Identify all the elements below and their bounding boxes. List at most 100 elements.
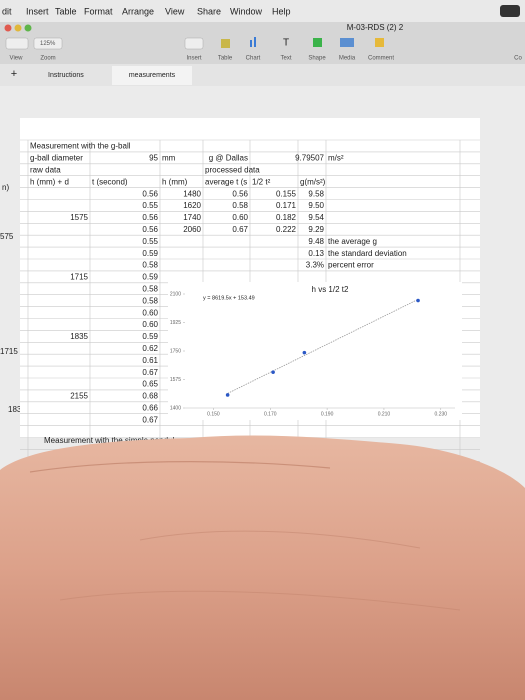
background-label: n) (2, 183, 9, 192)
add-sheet[interactable]: + (11, 68, 17, 80)
table-cell: 0.155 (276, 189, 297, 198)
y-tick-label: 1575 (170, 377, 181, 383)
chart-icon-bar (254, 37, 256, 47)
table-cell: 0.59 (142, 332, 158, 341)
hand (0, 435, 525, 700)
point (271, 370, 275, 374)
table-cell: 0.55 (142, 237, 158, 246)
table-cell: 1715 (70, 273, 88, 282)
menu-item[interactable]: Arrange (122, 6, 154, 16)
table-cell: t (second) (92, 177, 128, 186)
table-cell: 2060 (183, 225, 201, 234)
x-tick-label: 0.210 (378, 411, 391, 417)
table-cell: 0.66 (142, 403, 158, 412)
toolbar-label[interactable]: Shape (308, 56, 326, 62)
table-cell: m/s² (328, 154, 344, 163)
table-cell: 0.62 (142, 344, 158, 353)
toolbar-label[interactable]: Media (339, 56, 356, 62)
table-cell: 1740 (183, 213, 201, 222)
table-cell: 95 (149, 154, 158, 163)
minimize-button[interactable] (14, 24, 22, 32)
menu-item[interactable]: Insert (26, 6, 49, 16)
table-cell: g(m/s²) (300, 177, 326, 186)
text-icon[interactable]: T (283, 38, 289, 49)
menu-item[interactable]: Share (197, 6, 221, 16)
x-tick-label: 0.190 (321, 411, 334, 417)
table-cell: 0.60 (232, 213, 248, 222)
insert-button[interactable] (184, 37, 204, 50)
table-cell: 1/2 t² (252, 177, 271, 186)
table-cell: 0.13 (308, 249, 324, 258)
table-cell: 1835 (70, 332, 88, 341)
toolbar-label[interactable]: Zoom (40, 56, 55, 62)
table-title: Measurement with the simple pendulum (44, 436, 186, 445)
table-cell: average t (s (205, 177, 247, 186)
y-tick-label: 2100 (170, 291, 181, 297)
tab[interactable]: Instructions (48, 72, 84, 79)
hand-crease (29, 461, 331, 473)
toolbar-label[interactable]: Chart (246, 56, 261, 62)
toolbar-label[interactable]: Co (514, 56, 522, 62)
table-cell: 0.58 (142, 284, 158, 293)
toolbar-label[interactable]: View (10, 56, 24, 62)
view-button[interactable] (5, 37, 29, 50)
tab[interactable]: measurements (129, 72, 176, 79)
menu-item[interactable]: dit (2, 6, 12, 16)
zoom-value[interactable]: 125% (40, 41, 56, 47)
active-tab[interactable] (112, 66, 192, 85)
table-cell: 0.56 (142, 213, 158, 222)
table-cell: 0.61 (142, 356, 158, 365)
x-tick-label: 0.150 (207, 411, 220, 417)
table-cell: the standard deviation (328, 249, 407, 258)
table-cell: the average g (328, 237, 377, 246)
table-cell: 0.56 (232, 189, 248, 198)
zoom-button[interactable] (24, 24, 32, 32)
toolbar-label[interactable]: Table (218, 56, 233, 62)
table-cell: h (mm) (162, 177, 188, 186)
table-cell: Measurement with the g-ball (30, 142, 131, 151)
table-cell: 0.68 (142, 392, 158, 401)
table-cell: processed data (205, 165, 260, 174)
menu-item[interactable]: Help (272, 6, 291, 16)
close-button[interactable] (4, 24, 12, 32)
x-tick-label: 0.170 (264, 411, 277, 417)
chart-area (168, 282, 462, 420)
trendline-label: y = 8619.5x + 153.49 (203, 295, 255, 301)
shape-icon[interactable] (313, 38, 322, 47)
table-cell: 9.54 (308, 213, 324, 222)
chart: h vs 1/2 t2 y = 8619.5x + 153.49 1400 1575 1… (168, 282, 462, 420)
menu-item[interactable]: Window (230, 6, 263, 16)
comment-icon[interactable] (375, 38, 384, 47)
menu: dit Insert Table Format Arrange View Share Wind… (2, 6, 291, 16)
table-cell: 0.67 (142, 415, 158, 424)
trendline (227, 299, 419, 394)
menu-item[interactable]: Format (84, 6, 113, 16)
y-tick-label: 1400 (170, 405, 181, 411)
table-cell: 1620 (183, 201, 201, 210)
chart-icon[interactable] (250, 40, 252, 47)
table-cell: 9.48 (308, 237, 324, 246)
document-title: M-03-RDS (2) 2 (347, 23, 404, 32)
table-cell: 0.58 (142, 296, 158, 305)
toolbar-label[interactable]: Insert (186, 56, 201, 62)
table-cell: 0.60 (142, 308, 158, 317)
toolbar-label[interactable]: Comment (368, 56, 394, 62)
media-icon[interactable] (340, 38, 354, 47)
table-cell: 0.55 (142, 201, 158, 210)
table-icon[interactable] (221, 39, 230, 48)
table-cell: 9.58 (308, 189, 324, 198)
menu-item[interactable]: View (165, 6, 185, 16)
table-cell: 0.59 (142, 273, 158, 282)
zoom-menu[interactable] (33, 37, 63, 50)
table-cell: 2155 (70, 392, 88, 401)
table-cell: 9.29 (308, 225, 324, 234)
y-tick-label: 1750 (170, 348, 181, 354)
menu-item[interactable]: Table (55, 6, 77, 16)
chart-title: h vs 1/2 t2 (312, 285, 349, 294)
toolbar-label[interactable]: Text (280, 56, 291, 62)
table-cell: h (mm) + d (30, 177, 69, 186)
table-cell: 0.65 (142, 380, 158, 389)
table-cell: 0.171 (276, 201, 297, 210)
table-cell: 1480 (183, 189, 201, 198)
status-icon (500, 5, 520, 17)
